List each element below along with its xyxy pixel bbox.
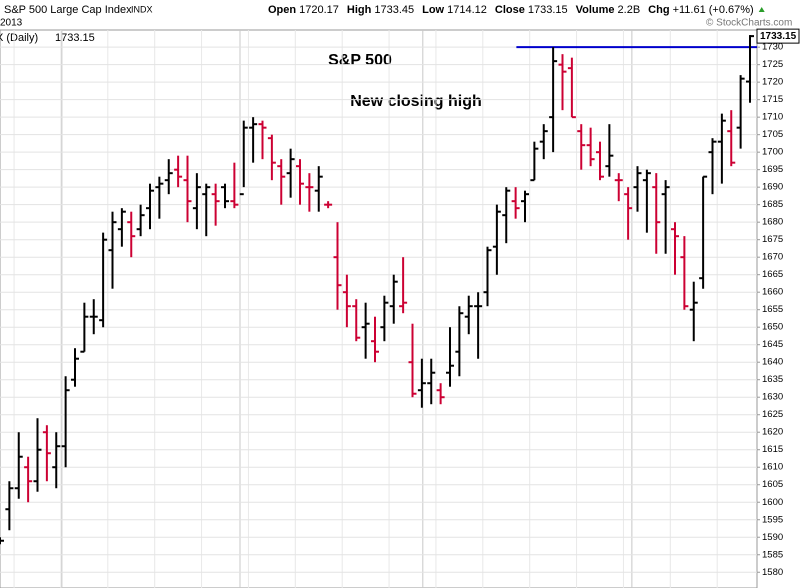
- y-tick-label: 1700: [762, 147, 783, 158]
- y-tick-label: 1600: [762, 497, 783, 508]
- up-arrow: [758, 7, 765, 12]
- legend: X (Daily): [0, 32, 38, 44]
- y-tick-label: 1645: [762, 339, 783, 350]
- y-tick-label: 1670: [762, 252, 783, 263]
- y-tick-label: 1630: [762, 392, 783, 403]
- y-tick-label: 1585: [762, 549, 783, 560]
- y-tick-label: 1675: [762, 234, 783, 245]
- y-tick-label: 1625: [762, 409, 783, 420]
- y-tick-label: 1655: [762, 304, 783, 315]
- plot-area: [0, 29, 758, 588]
- stat-label: High: [347, 4, 372, 16]
- y-tick-label: 1720: [762, 77, 783, 88]
- annotation: S&P 500: [328, 52, 392, 69]
- y-tick-label: 1580: [762, 567, 783, 578]
- y-tick-label: 1610: [762, 462, 783, 473]
- price-box: [756, 28, 800, 44]
- stat-value: 1714.12: [447, 4, 487, 16]
- legend-value: 1733.15: [55, 32, 95, 44]
- y-tick-label: 1665: [762, 269, 783, 280]
- symbol: INDX: [131, 4, 153, 14]
- y-tick-label: 1725: [762, 59, 783, 70]
- source: © StockCharts.com: [706, 18, 792, 29]
- y-tick-label: 1660: [762, 287, 783, 298]
- y-tick-label: 1590: [762, 532, 783, 543]
- y-tick-label: 1715: [762, 94, 783, 105]
- y-tick-label: 1690: [762, 182, 783, 193]
- annotation: New closing high: [350, 93, 482, 110]
- y-tick-label: 1595: [762, 514, 783, 525]
- stat-label: Low: [422, 4, 444, 16]
- y-tick-label: 1605: [762, 479, 783, 490]
- y-tick-label: 1640: [762, 357, 783, 368]
- period: 2013: [0, 18, 23, 29]
- y-tick-label: 1710: [762, 112, 783, 123]
- stat-label: Chg: [648, 4, 669, 16]
- stat-value: +11.61 (+0.67%): [673, 4, 754, 16]
- y-tick-label: 1615: [762, 444, 783, 455]
- y-tick-label: 1620: [762, 427, 783, 438]
- stat-label: Volume: [576, 4, 615, 16]
- stat-label: Open: [268, 4, 296, 16]
- y-tick-label: 1635: [762, 374, 783, 385]
- stat-label: Close: [495, 4, 525, 16]
- stat-value: 1720.17: [299, 4, 339, 16]
- stat-value: 1733.15: [528, 4, 568, 16]
- stat-value: 2.2B: [618, 4, 641, 16]
- y-tick-label: 1685: [762, 199, 783, 210]
- y-tick-label: 1650: [762, 322, 783, 333]
- y-tick-label: 1680: [762, 217, 783, 228]
- header-stats: Open 1720.17 High 1733.45 Low 1714.12 Close 173…: [268, 4, 765, 16]
- chart-title: S&P 500 Large Cap Index: [4, 4, 132, 16]
- y-tick-label: 1695: [762, 164, 783, 175]
- stat-value: 1733.45: [374, 4, 414, 16]
- price-label: 1733.15: [760, 31, 797, 42]
- y-tick-label: 1705: [762, 129, 783, 140]
- y-tick-label: 1730: [762, 42, 783, 53]
